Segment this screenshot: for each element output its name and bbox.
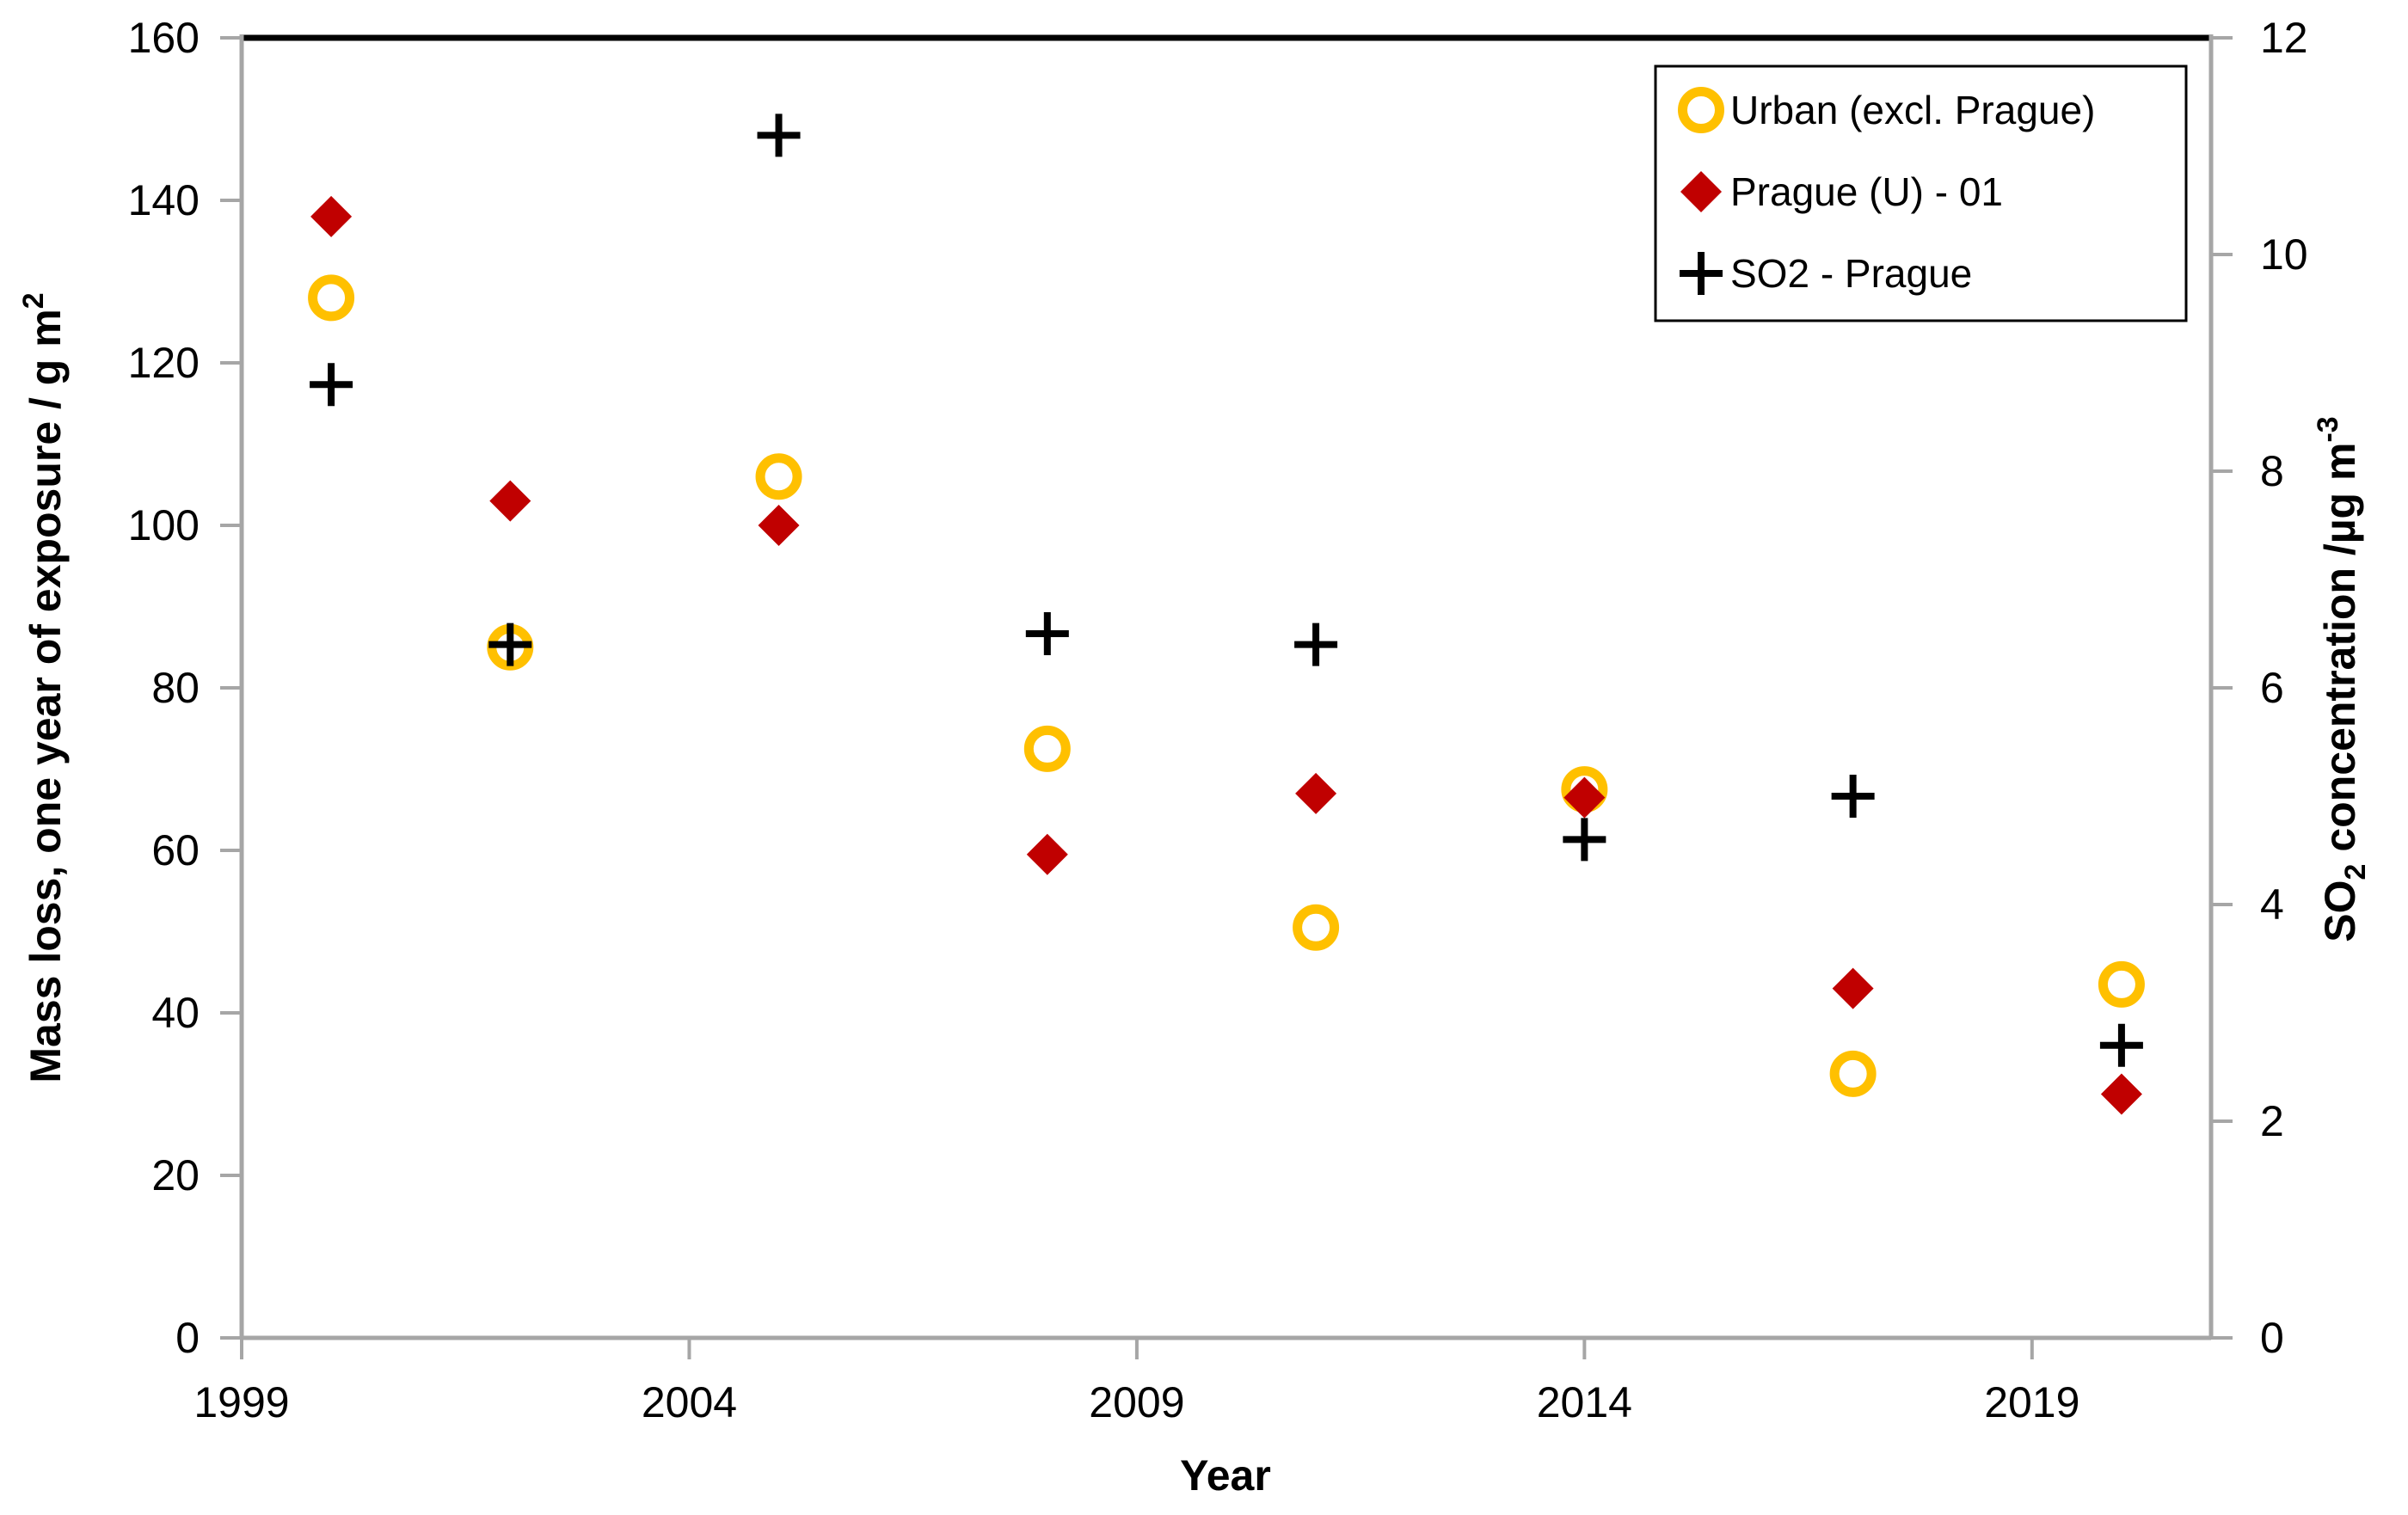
legend-label: Urban (excl. Prague)	[1730, 88, 2095, 132]
x-tick-label: 2019	[1984, 1378, 2079, 1426]
y-axis-title-right: SO2 concentration /µg m-3	[2312, 416, 2372, 942]
data-point-plus-2008	[1025, 612, 1069, 655]
right-tick-label: 10	[2260, 230, 2308, 279]
right-tick-label: 0	[2260, 1314, 2284, 1362]
x-tick-label: 1999	[194, 1378, 289, 1426]
data-point-plus-2020	[2099, 1023, 2143, 1067]
data-point-plus-2017	[1831, 775, 1875, 818]
left-tick-label: 0	[175, 1314, 200, 1362]
data-point-diamond-2011	[1295, 772, 1337, 814]
data-point-diamond-2000	[310, 195, 353, 237]
legend-label: SO2 - Prague	[1730, 251, 1972, 296]
data-point-ring-2008	[1023, 725, 1071, 772]
right-tick-label: 12	[2260, 14, 2308, 62]
data-point-ring-2020	[2098, 960, 2145, 1008]
data-point-diamond-2002	[489, 480, 531, 522]
left-axis-ticks: 0 20 40 60 80 100 120 140 160	[128, 14, 242, 1362]
right-tick-label: 6	[2260, 664, 2284, 712]
left-tick-label: 140	[128, 176, 200, 224]
y-axis-title-left: Mass loss, one year of exposure / g m2	[17, 292, 70, 1083]
data-point-plus-2000	[310, 363, 353, 407]
x-tick-label: 2004	[642, 1378, 737, 1426]
data-point-diamond-2020	[2100, 1073, 2142, 1115]
data-point-plus-2014	[1563, 818, 1606, 862]
data-point-plus-2011	[1294, 623, 1338, 666]
legend-marker-ring	[1678, 87, 1724, 133]
right-tick-label: 8	[2260, 447, 2284, 495]
data-point-ring-2017	[1829, 1050, 1877, 1097]
data-point-diamond-2008	[1026, 833, 1068, 875]
data-points	[308, 113, 2145, 1115]
left-tick-label: 60	[151, 826, 200, 874]
right-tick-label: 4	[2260, 880, 2284, 929]
left-tick-label: 100	[128, 501, 200, 549]
data-point-ring-2005	[755, 453, 802, 500]
right-axis-ticks: 0 2 4 6 8 10 12	[2211, 14, 2308, 1362]
legend-label: Prague (U) - 01	[1730, 169, 2003, 214]
legend-box	[1654, 64, 2188, 322]
left-tick-label: 160	[128, 14, 200, 62]
data-point-plus-2005	[757, 113, 801, 157]
legend-items: Urban (excl. Prague) Prague (U) - 01 SO2 -…	[1678, 87, 2095, 296]
right-tick-label: 2	[2260, 1097, 2284, 1145]
left-tick-label: 20	[151, 1151, 200, 1199]
data-point-plus-2002	[488, 623, 532, 666]
x-axis-ticks: 1999 2004 2009 2014 2019	[194, 1338, 2079, 1426]
data-point-diamond-2014	[1563, 776, 1606, 819]
data-point-diamond-2005	[758, 505, 800, 546]
left-tick-label: 40	[151, 989, 200, 1037]
data-point-ring-2011	[1293, 904, 1340, 951]
left-tick-label: 80	[151, 664, 200, 712]
x-tick-label: 2014	[1537, 1378, 1632, 1426]
data-point-diamond-2017	[1832, 967, 1874, 1009]
data-point-ring-2000	[308, 274, 355, 322]
legend-marker-plus	[1680, 252, 1723, 295]
x-tick-label: 2009	[1089, 1378, 1184, 1426]
left-tick-label: 120	[128, 339, 200, 387]
legend: Urban (excl. Prague) Prague (U) - 01 SO2 -…	[1654, 64, 2188, 322]
legend-marker-diamond	[1680, 171, 1722, 212]
x-axis-title: Year	[1180, 1451, 1271, 1500]
